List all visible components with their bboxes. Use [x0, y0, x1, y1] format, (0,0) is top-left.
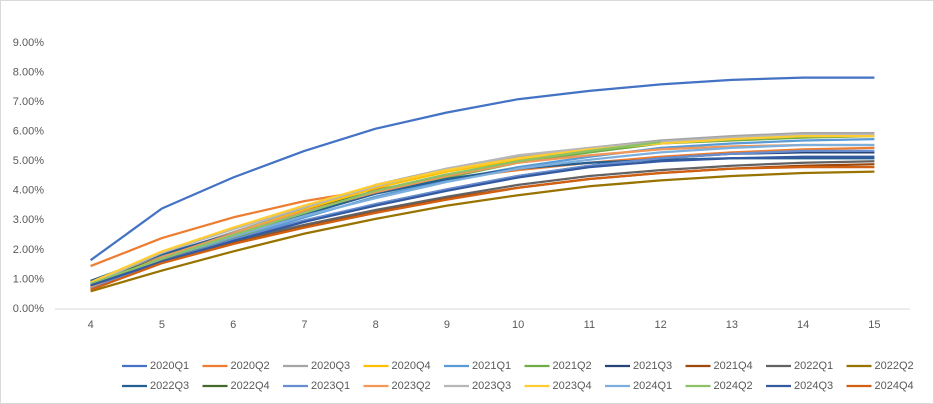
legend-label: 2021Q3: [633, 360, 672, 372]
y-tick-label: 8.00%: [13, 66, 44, 78]
series-line: [90, 170, 875, 293]
series-line: [90, 149, 875, 290]
series-line: [90, 155, 875, 287]
legend-label: 2021Q4: [714, 360, 753, 372]
series-line: [90, 134, 875, 284]
legend-label: 2022Q3: [150, 380, 189, 392]
y-tick-label: 2.00%: [13, 244, 44, 256]
legend-label: 2021Q2: [553, 360, 592, 372]
x-tick-label: 15: [868, 319, 880, 331]
legend-label: 2020Q2: [231, 360, 270, 372]
legend-label: 2024Q2: [714, 380, 753, 392]
legend-label: 2020Q3: [311, 360, 350, 372]
y-tick-label: 3.00%: [13, 214, 44, 226]
y-tick-label: 6.00%: [13, 126, 44, 138]
x-tick-label: 10: [512, 319, 524, 331]
legend-label: 2020Q4: [392, 360, 431, 372]
legend-label: 2023Q3: [472, 380, 511, 392]
legend-label: 2020Q1: [150, 360, 189, 372]
legend-label: 2023Q2: [392, 380, 431, 392]
x-tick-label: 6: [230, 319, 236, 331]
series-line: [89, 76, 875, 262]
x-tick-label: 5: [159, 319, 165, 331]
legend-label: 2024Q3: [794, 380, 833, 392]
y-tick-label: 1.00%: [13, 273, 44, 285]
series-line: [90, 143, 875, 287]
x-tick-label: 4: [88, 319, 94, 331]
legend-label: 2022Q4: [231, 380, 270, 392]
legend-label: 2023Q4: [553, 380, 592, 392]
y-tick-label: 9.00%: [13, 37, 44, 49]
series-line: [90, 133, 875, 285]
legend-label: 2024Q4: [875, 380, 914, 392]
legend-label: 2021Q1: [472, 360, 511, 372]
x-tick-label: 13: [726, 319, 738, 331]
x-tick-label: 14: [797, 319, 809, 331]
series-line: [90, 140, 661, 285]
x-tick-label: 8: [373, 319, 379, 331]
x-tick-label: 12: [655, 319, 667, 331]
y-tick-label: 4.00%: [13, 185, 44, 197]
y-tick-label: 0.00%: [13, 303, 44, 315]
series-line: [90, 143, 875, 288]
x-tick-label: 7: [301, 319, 307, 331]
y-tick-label: 5.00%: [13, 155, 44, 167]
x-tick-label: 9: [444, 319, 450, 331]
legend-label: 2024Q1: [633, 380, 672, 392]
series-line: [90, 165, 875, 291]
legend-label: 2023Q1: [311, 380, 350, 392]
legend-label: 2022Q2: [875, 360, 914, 372]
y-tick-label: 7.00%: [13, 96, 44, 108]
legend-label: 2022Q1: [794, 360, 833, 372]
x-tick-label: 11: [584, 319, 595, 331]
